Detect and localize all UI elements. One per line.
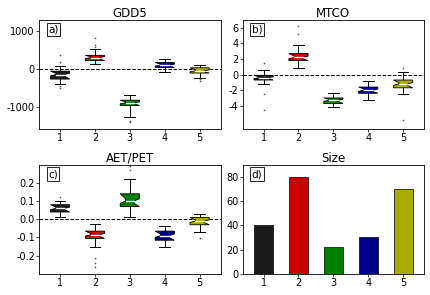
Title: GDD5: GDD5 xyxy=(112,7,147,20)
Polygon shape xyxy=(323,98,342,104)
Bar xyxy=(393,189,412,274)
Text: c): c) xyxy=(48,169,58,179)
Polygon shape xyxy=(190,217,209,225)
Bar xyxy=(253,225,273,274)
Polygon shape xyxy=(50,205,70,212)
Polygon shape xyxy=(358,87,377,93)
Text: a): a) xyxy=(48,24,58,34)
Polygon shape xyxy=(120,100,139,105)
Text: d): d) xyxy=(251,169,262,179)
Polygon shape xyxy=(393,80,412,88)
Polygon shape xyxy=(85,231,104,238)
Polygon shape xyxy=(288,53,307,60)
Polygon shape xyxy=(120,194,139,206)
Title: MTCO: MTCO xyxy=(316,7,350,20)
Polygon shape xyxy=(190,68,209,73)
Title: AET/PET: AET/PET xyxy=(105,152,154,165)
Polygon shape xyxy=(155,231,174,240)
Polygon shape xyxy=(253,75,273,80)
Bar xyxy=(358,237,377,274)
Polygon shape xyxy=(50,71,70,79)
Title: Size: Size xyxy=(320,152,345,165)
Bar xyxy=(288,177,307,274)
Polygon shape xyxy=(155,63,174,67)
Text: b): b) xyxy=(251,24,262,34)
Polygon shape xyxy=(85,55,104,60)
Bar xyxy=(323,247,342,274)
